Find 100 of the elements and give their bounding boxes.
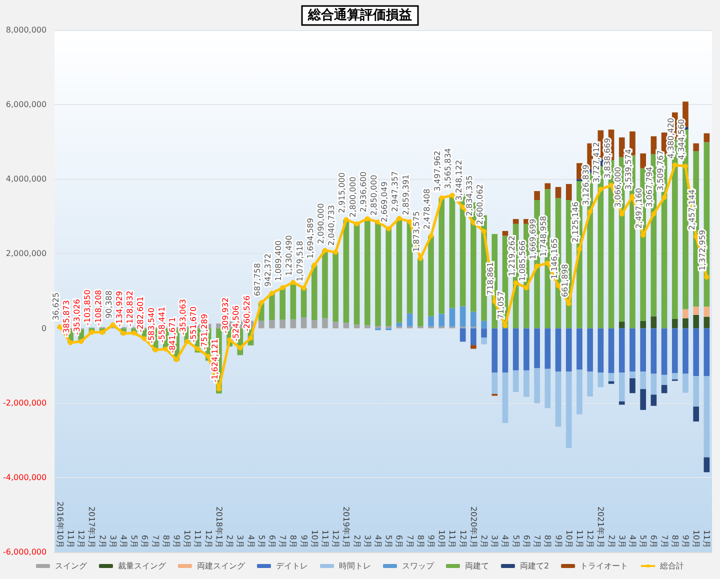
x-tick-label: 3月: [108, 534, 118, 548]
data-label: -282,601: [136, 296, 146, 332]
x-tick-label: 11月: [320, 530, 330, 548]
x-tick-label: 5月: [384, 534, 394, 548]
x-tick-label: 10月: [310, 530, 319, 548]
x-tick-label: 2月: [225, 534, 234, 548]
data-label: -385,873: [62, 300, 72, 336]
data-label: 1,372,959: [698, 230, 708, 271]
data-label: 3,126,839: [582, 164, 591, 206]
data-label: 3,497,962: [433, 150, 442, 192]
x-tick-label: 4月: [500, 534, 510, 548]
x-tick-label: 11月: [448, 530, 457, 548]
x-tick-label: 11月: [66, 530, 76, 548]
data-label: 3,838,669: [602, 138, 612, 179]
legend-label: デイトレ: [276, 562, 308, 570]
data-label: 2,936,600: [358, 172, 368, 212]
x-tick-label: 7月: [532, 534, 542, 548]
data-label: 2,850,000: [370, 174, 378, 216]
x-tick-label: 12月: [331, 530, 340, 548]
data-label: 2,834,335: [464, 175, 474, 216]
x-tick-label: 5月: [256, 534, 266, 548]
x-tick-label: 9月: [172, 534, 182, 548]
legend-label: スワップ: [402, 562, 435, 570]
x-tick-label: 9月: [680, 534, 690, 548]
x-tick-label: 11月: [574, 530, 584, 548]
x-tick-label: 7月: [278, 534, 288, 548]
y-tick-label: -6,000,000: [2, 548, 47, 556]
data-label: 2,800,000: [348, 176, 358, 218]
x-tick-label: 8月: [416, 534, 425, 548]
data-label: 2,947,357: [390, 171, 400, 212]
legend-label: 裁量スイング: [118, 562, 167, 570]
x-tick-label: 2020年1月: [468, 506, 478, 548]
data-label: 3,067,794: [645, 166, 654, 208]
data-label: -134,929: [115, 290, 124, 327]
data-label: -524,506: [232, 305, 241, 342]
x-tick-label: 4月: [119, 534, 128, 548]
x-tick-label: 8月: [670, 534, 680, 548]
data-label: 3,539,574: [624, 149, 633, 190]
x-tick-label: 3月: [617, 534, 626, 548]
data-label: -260,526: [242, 296, 252, 332]
x-tick-label: 9月: [299, 534, 308, 548]
x-tick-label: 6月: [140, 534, 150, 548]
y-tick-label: 0: [42, 324, 47, 333]
x-tick-label: 6月: [394, 534, 404, 548]
data-label: -103,850: [83, 290, 92, 326]
data-label: -128,832: [126, 290, 135, 327]
data-label: 2,125,146: [570, 202, 580, 243]
data-label: 1,694,589: [306, 218, 315, 259]
data-label: 2,669,049: [380, 182, 390, 222]
data-label: -1,624,121: [210, 338, 220, 382]
data-label: 3,248,122: [454, 160, 464, 201]
data-label: -353,063: [178, 298, 188, 335]
data-label: 2,915,000: [338, 172, 347, 214]
x-tick-label: 8月: [161, 534, 170, 548]
data-label: 1,146,165: [550, 238, 559, 280]
legend-label: 時間トレ: [338, 562, 371, 570]
data-label: 1,748,958: [539, 216, 548, 257]
x-tick-label: 3月: [362, 534, 372, 548]
y-tick-label: -4,000,000: [2, 472, 47, 482]
x-tick-label: 5月: [130, 534, 139, 548]
data-label: -558,441: [157, 306, 166, 343]
x-tick-label: 10月: [182, 530, 192, 548]
x-tick-label: 12月: [204, 530, 213, 548]
y-tick-label: 2,000,000: [6, 249, 47, 258]
x-tick-label: 12月: [76, 530, 86, 548]
x-tick-label: 5月: [511, 534, 520, 548]
data-label: 4,380,420: [666, 118, 676, 158]
x-tick-label: 4月: [246, 534, 256, 548]
x-tick-label: 6月: [522, 534, 531, 548]
data-label: 71,057: [496, 291, 506, 320]
data-label: 2,478,408: [422, 188, 432, 230]
x-tick-label: 10月: [437, 530, 446, 548]
x-tick-label: 2021年1月: [596, 506, 606, 548]
data-label: 2,090,000: [316, 203, 326, 244]
data-label: 1,230,490: [284, 235, 294, 276]
y-tick-label: 6,000,000: [6, 100, 47, 110]
x-tick-label: 2019年1月: [342, 506, 351, 548]
data-label: 3,066,000: [613, 166, 622, 208]
data-label: 661,898: [560, 264, 570, 298]
x-tick-label: 4月: [628, 534, 637, 548]
legend-label: 両建スイング: [196, 562, 246, 570]
y-tick-label: 4,000,000: [6, 174, 47, 184]
chart-title: 総合通算評価損益: [307, 7, 412, 23]
data-label: 3,509,767: [656, 150, 665, 191]
data-label: 687,758: [252, 263, 262, 296]
data-label: 1,873,575: [412, 211, 421, 252]
x-tick-label: 2月: [480, 534, 489, 548]
data-label: 1,669,699: [528, 218, 538, 260]
x-tick-label: 10月: [692, 530, 701, 548]
data-label: 942,372: [263, 254, 272, 287]
x-tick-label: 11月: [193, 530, 202, 548]
x-tick-label: 9月: [426, 534, 436, 548]
x-tick-label: 3月: [236, 534, 245, 548]
x-tick-label: 6月: [267, 534, 276, 548]
x-tick-label: 2月: [352, 534, 362, 548]
data-label: 3,727,412: [592, 142, 602, 183]
data-label: 90,388: [104, 290, 114, 318]
x-tick-label: 2月: [98, 534, 107, 548]
x-tick-label: 4月: [374, 534, 382, 548]
data-label: -551,670: [189, 306, 198, 342]
